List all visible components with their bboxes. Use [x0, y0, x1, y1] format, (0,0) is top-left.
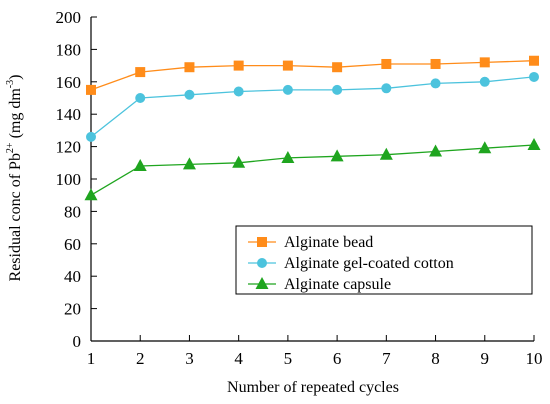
- y-ticks: 0 20 40 60 80 100 120 140 160 180 200: [56, 8, 97, 351]
- y-tick-label: 180: [56, 40, 82, 59]
- y-axis-label: Residual conc of Pb2+ (mg dm-3): [5, 75, 24, 282]
- data-point-circle: [282, 84, 293, 95]
- data-point-triangle: [527, 137, 541, 150]
- data-point-triangle: [478, 141, 492, 154]
- data-point-square: [529, 55, 539, 66]
- legend-box: [235, 225, 533, 295]
- data-point-square: [430, 58, 441, 69]
- legend-label: Alginate capsule: [284, 276, 391, 293]
- series-2: [86, 71, 539, 142]
- data-point-circle: [184, 89, 195, 100]
- x-tick-label: 9: [481, 349, 490, 368]
- series-1: [86, 55, 539, 95]
- legend-label: Alginate gel-coated cotton: [284, 255, 454, 272]
- x-tick-label: 2: [136, 349, 145, 368]
- data-point-circle: [381, 83, 392, 94]
- data-point-circle: [233, 86, 244, 97]
- y-axis-label-units-close: ): [7, 75, 24, 80]
- y-axis-label-prefix: Residual conc of Pb: [7, 153, 24, 281]
- data-point-circle: [430, 78, 441, 89]
- x-tick-label: 5: [284, 349, 293, 368]
- x-tick-label: 3: [185, 349, 194, 368]
- x-tick-label: 1: [87, 349, 96, 368]
- data-point-triangle: [429, 144, 443, 157]
- legend-marker-triangle: [255, 277, 269, 289]
- data-point-circle: [135, 93, 146, 103]
- legend-entry: Alginate gel-coated cotton: [248, 255, 454, 272]
- legend-marker-circle: [257, 258, 267, 268]
- x-tick-label: 4: [234, 349, 243, 368]
- y-tick-label: 120: [56, 138, 82, 157]
- data-point-circle: [86, 131, 96, 142]
- data-point-triangle: [281, 150, 295, 163]
- data-point-triangle: [379, 147, 393, 160]
- legend: Alginate bead Alginate gel-coated cotton A…: [235, 225, 533, 295]
- y-tick-label: 80: [64, 202, 81, 221]
- legend-entry: Alginate capsule: [248, 276, 391, 293]
- y-tick-label: 60: [64, 235, 81, 254]
- data-point-square: [135, 67, 146, 78]
- series-3: [84, 137, 541, 201]
- legend-marker-square: [257, 237, 267, 247]
- data-point-square: [282, 60, 293, 71]
- data-point-triangle: [182, 157, 196, 170]
- x-ticks: 1 2 3 4 5 6 7 8 9 10: [87, 335, 543, 368]
- series-line: [90, 144, 535, 196]
- y-tick-label: 100: [56, 170, 82, 189]
- data-point-triangle: [330, 149, 344, 162]
- y-tick-label: 40: [64, 267, 81, 286]
- y-tick-label: 160: [56, 73, 82, 92]
- data-point-triangle: [133, 159, 147, 172]
- y-tick-label: 200: [56, 8, 82, 27]
- data-point-circle: [529, 71, 539, 82]
- legend-label: Alginate bead: [284, 234, 373, 251]
- legend-entry: Alginate bead: [248, 234, 373, 251]
- y-tick-label: 0: [73, 332, 82, 351]
- x-tick-label: 8: [431, 349, 440, 368]
- data-point-square: [381, 58, 392, 69]
- series-line: [90, 60, 535, 91]
- data-point-square: [479, 57, 490, 68]
- data-point-triangle: [232, 155, 246, 168]
- data-point-circle: [479, 76, 490, 87]
- y-axis-label-charge: 2+: [5, 142, 16, 153]
- y-axis-label-units-exp: -3: [5, 80, 16, 88]
- series-line: [90, 76, 535, 138]
- data-point-square: [86, 84, 96, 95]
- data-point-triangle: [84, 188, 98, 201]
- data-point-circle: [332, 84, 343, 95]
- data-point-square: [184, 62, 195, 73]
- x-tick-label: 7: [382, 349, 391, 368]
- y-axis-label-units-open: (mg dm: [7, 88, 24, 143]
- x-tick-label: 6: [333, 349, 342, 368]
- series-layer: [84, 55, 541, 201]
- y-tick-label: 140: [56, 105, 82, 124]
- y-tick-label: 20: [64, 300, 81, 319]
- x-tick-label: 10: [526, 349, 543, 368]
- data-point-square: [332, 62, 343, 73]
- x-axis-label: Number of repeated cycles: [227, 379, 399, 396]
- data-point-square: [233, 60, 244, 71]
